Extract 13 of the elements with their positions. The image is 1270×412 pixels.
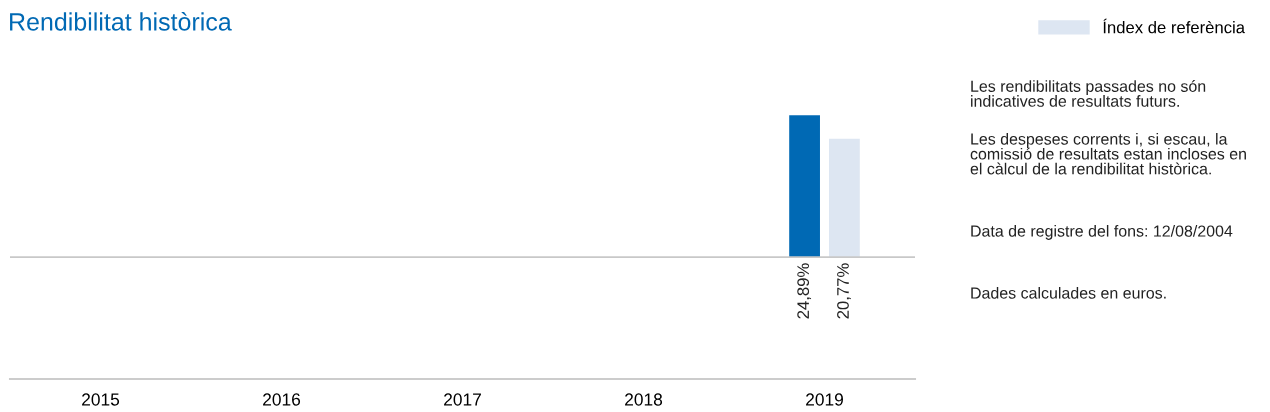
legend-label: Índex de referència <box>1103 18 1246 34</box>
x-tick-label: 2015 <box>82 393 120 406</box>
x-tick-label: 2019 <box>806 393 843 406</box>
text: Dades calculades en euros. <box>971 287 1166 299</box>
x-tick-label: 2018 <box>625 393 663 406</box>
text: Les despeses corrents i, si escau, la comissió de resultats estan incloses en el càlcul de la rendibilitat històrica. <box>970 133 1246 175</box>
data-label: 20,77% <box>837 263 851 319</box>
x-tick-label: 2017 <box>444 393 481 406</box>
text: Data de registre del fons: 12/08/2004 <box>971 225 1233 240</box>
x-tick-label: 2016 <box>263 393 301 406</box>
chart-title: Rendibilitat històrica <box>10 12 232 31</box>
text: Les rendibilitats passades no són indicatives de resultats futurs. <box>971 80 1206 107</box>
data-label: 24,89% <box>797 263 812 319</box>
